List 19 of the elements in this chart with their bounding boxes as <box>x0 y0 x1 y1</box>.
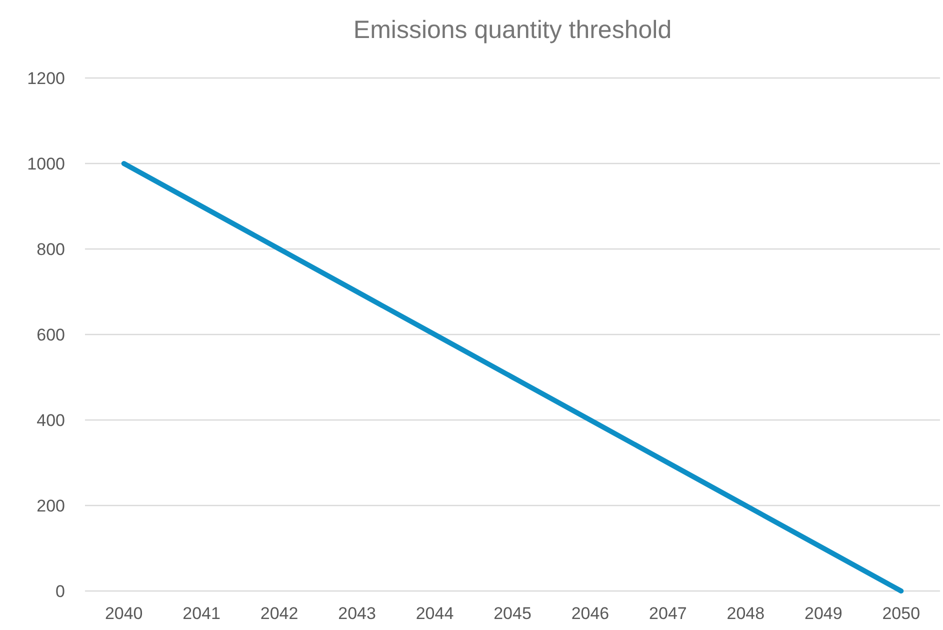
y-tick-label: 1000 <box>27 154 65 174</box>
x-tick-label: 2049 <box>804 604 842 623</box>
y-tick-label: 600 <box>36 325 65 344</box>
x-tick-label: 2047 <box>649 604 687 623</box>
y-tick-label: 1200 <box>27 68 65 88</box>
x-tick-label: 2042 <box>260 604 298 623</box>
x-tick-label: 2048 <box>726 604 765 623</box>
chart-title: Emissions quantity threshold <box>353 16 672 44</box>
x-tick-label: 2046 <box>571 604 610 623</box>
y-tick-label: 400 <box>36 410 65 430</box>
y-tick-label: 0 <box>56 582 65 601</box>
x-tick-label: 2041 <box>182 604 221 623</box>
y-tick-label: 800 <box>36 240 65 259</box>
x-tick-label: 2044 <box>416 604 454 623</box>
x-tick-label: 2040 <box>104 604 143 623</box>
y-tick-label: 200 <box>36 496 65 516</box>
x-tick-label: 2043 <box>338 604 376 623</box>
x-tick-label: 2045 <box>494 604 532 623</box>
x-tick-label: 2050 <box>882 604 920 623</box>
